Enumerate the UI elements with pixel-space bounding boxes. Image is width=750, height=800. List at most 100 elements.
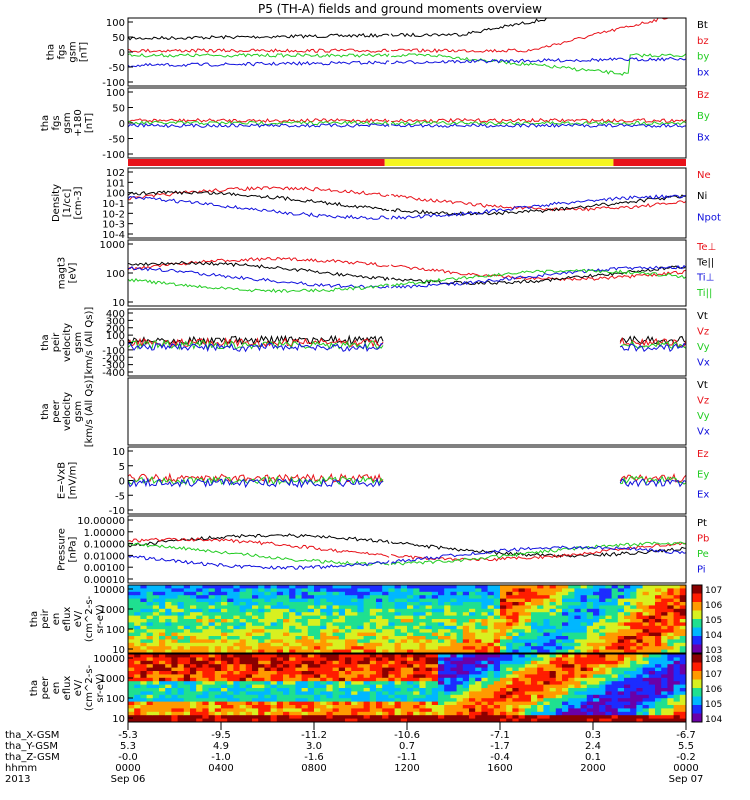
spectrogram-cell [295, 612, 303, 617]
spectrogram-cell [214, 698, 222, 703]
spectrogram-cell [481, 718, 489, 723]
spectrogram-cell [233, 625, 241, 630]
spectrogram-cell [140, 585, 148, 589]
spectrogram-cell [630, 595, 637, 600]
spectrogram-cell [190, 608, 197, 613]
spectrogram-cell [679, 639, 687, 644]
spectrogram-cell [177, 649, 185, 654]
spectrogram-cell [555, 694, 563, 699]
spectrogram-cell [617, 639, 625, 644]
spectrogram-cell [413, 688, 420, 692]
spectrogram-cell [140, 605, 148, 610]
spectrogram-cell [332, 671, 340, 675]
spectrogram-cell [630, 622, 637, 627]
spectrogram-cell [400, 691, 408, 696]
spectrogram-cell [140, 657, 148, 662]
spectrogram-cell [196, 646, 203, 651]
spectrogram-cell [487, 677, 495, 682]
spectrogram-cell [183, 677, 191, 682]
spectrogram-cell [345, 605, 352, 610]
spectrogram-cell [283, 688, 290, 692]
spectrogram-cell [593, 632, 600, 637]
spectrogram-cell [165, 718, 172, 723]
spectrogram-cell [599, 632, 606, 637]
spectrogram-cell [599, 612, 606, 617]
spectrogram-cell [252, 681, 259, 686]
spectrogram-cell [531, 671, 538, 675]
spectrogram-cell [475, 646, 482, 651]
spectrogram-cell [314, 708, 321, 713]
spectrogram-cell [202, 636, 210, 640]
spectrogram-cell [667, 588, 675, 593]
spectrogram-cell [140, 612, 148, 617]
legend-Vz: Vz [697, 327, 709, 338]
spectrogram-cell [264, 705, 272, 709]
spectrogram-cell [165, 585, 172, 589]
spectrogram-cell [673, 649, 681, 654]
spectrogram-cell [549, 629, 557, 634]
spectrogram-cell [245, 629, 253, 634]
spectrogram-cell [407, 625, 414, 630]
spectrogram-cell [345, 608, 352, 613]
spectrogram-cell [320, 605, 327, 610]
spectrogram-cell [332, 718, 340, 723]
spectrogram-cell [183, 632, 191, 637]
spectrogram-cell [376, 585, 383, 589]
spectrogram-cell [183, 684, 191, 689]
spectrogram-cell [295, 701, 303, 706]
spectrogram-cell [233, 694, 241, 699]
spectrogram-cell [431, 705, 439, 709]
spectrogram-cell [314, 595, 321, 600]
spectrogram-cell [252, 677, 259, 682]
spectrogram-cell [555, 625, 563, 630]
spectrogram-cell [233, 646, 241, 651]
spectrogram-cell [307, 598, 315, 603]
spectrogram-cell [307, 681, 315, 686]
spectrogram-cell [562, 602, 569, 606]
spectrogram-cell [679, 588, 687, 593]
spectrogram-cell [221, 701, 228, 706]
spectrogram-cell [419, 664, 427, 669]
spectrogram-cell [183, 591, 191, 596]
spectrogram-cell [586, 619, 594, 623]
spectrogram-cell [394, 674, 402, 679]
spectrogram-cell [642, 684, 650, 689]
spectrogram-cell [444, 588, 451, 593]
spectrogram-cell [159, 705, 166, 709]
spectrogram-cell [202, 718, 210, 723]
spectrogram-cell [326, 701, 334, 706]
spectrogram-cell [617, 691, 625, 696]
y-tick-label: -200 [102, 353, 125, 364]
spectrogram-cell [351, 657, 358, 662]
spectrogram-cell [549, 585, 557, 589]
spectrogram-cell [183, 598, 191, 603]
spectrogram-cell [506, 674, 513, 679]
spectrogram-cell [549, 588, 557, 593]
spectrogram-cell [264, 684, 272, 689]
spectrogram-cell [413, 588, 420, 593]
spectrogram-cell [190, 588, 197, 593]
spectrogram-cell [667, 629, 675, 634]
spectrogram-cell [549, 605, 557, 610]
spectrogram-cell [227, 602, 234, 606]
spectrogram-cell [661, 619, 668, 623]
spectrogram-cell [258, 664, 265, 669]
spectrogram-cell [593, 636, 600, 640]
spectrogram-cell [413, 654, 420, 658]
spectrogram-cell [493, 591, 501, 596]
spectrogram-cell [531, 708, 538, 713]
spectrogram-cell [555, 602, 563, 606]
spectrogram-cell [531, 625, 538, 630]
spectrogram-cell [159, 674, 166, 679]
spectrogram-cell [276, 715, 284, 720]
spectrogram-cell [518, 674, 526, 679]
spectrogram-cell [134, 629, 141, 634]
spectrogram-cell [388, 705, 396, 709]
spectrogram-cell [506, 612, 513, 617]
spectrogram-cell [531, 642, 538, 647]
y-tick-label: 100 [106, 694, 125, 705]
spectrogram-cell [363, 629, 371, 634]
spectrogram-cell [283, 636, 290, 640]
spectrogram-cell [369, 698, 377, 703]
spectrogram-cell [159, 694, 166, 699]
